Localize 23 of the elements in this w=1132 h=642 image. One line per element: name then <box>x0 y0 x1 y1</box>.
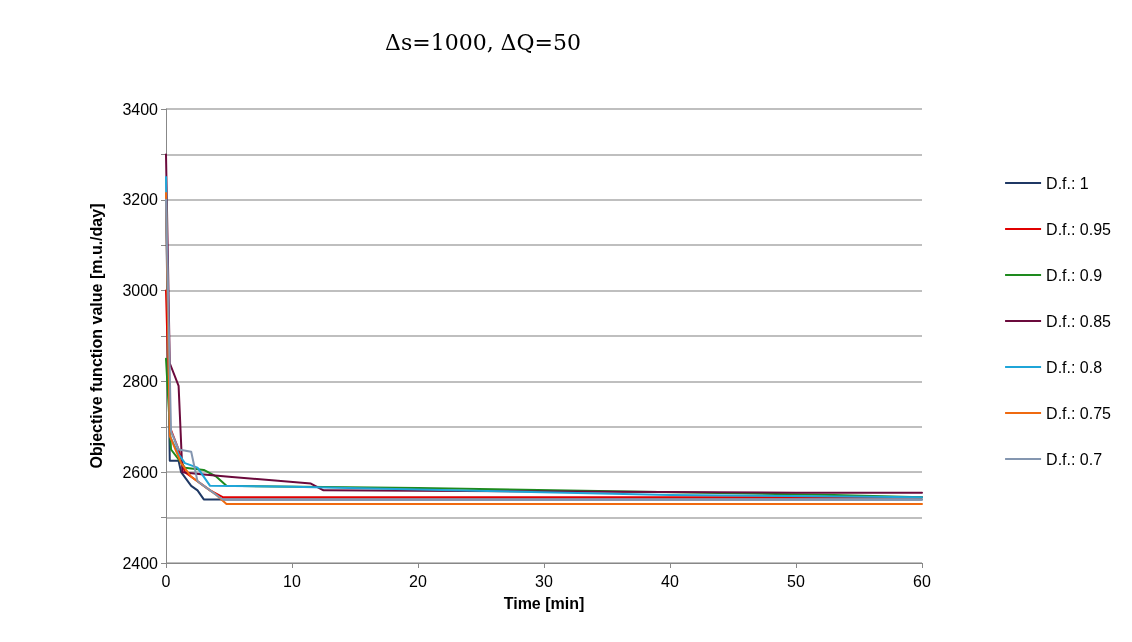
x-tick-label: 0 <box>161 572 171 590</box>
x-tick-label: 40 <box>661 572 679 590</box>
x-axis-title: Time [min] <box>503 594 585 612</box>
x-tick-label: 60 <box>913 572 931 590</box>
legend-label: D.f.: 0.9 <box>1046 266 1103 284</box>
legend-label: D.f.: 0.85 <box>1046 312 1112 330</box>
y-tick-label: 2400 <box>122 554 159 572</box>
y-tick-label: 3400 <box>122 100 159 118</box>
x-tick-label: 10 <box>283 572 301 590</box>
legend-label: D.f.: 0.8 <box>1046 358 1103 376</box>
y-axis-title: Objective function value [m.u./day] <box>87 203 105 469</box>
x-tick-label: 20 <box>409 572 427 590</box>
y-tick-label: 3200 <box>122 191 159 209</box>
chart-title: Δs=1000, ΔQ=50 <box>385 29 581 55</box>
y-tick-label: 2800 <box>122 372 159 390</box>
legend-label: D.f.: 0.7 <box>1046 450 1103 468</box>
legend-label: D.f.: 0.75 <box>1046 404 1112 422</box>
legend-label: D.f.: 1 <box>1046 174 1089 192</box>
y-tick-label: 3000 <box>122 282 159 300</box>
legend-label: D.f.: 0.95 <box>1046 220 1112 238</box>
x-tick-label: 50 <box>787 572 805 590</box>
y-tick-label: 2600 <box>122 463 159 481</box>
x-tick-label: 30 <box>535 572 553 590</box>
